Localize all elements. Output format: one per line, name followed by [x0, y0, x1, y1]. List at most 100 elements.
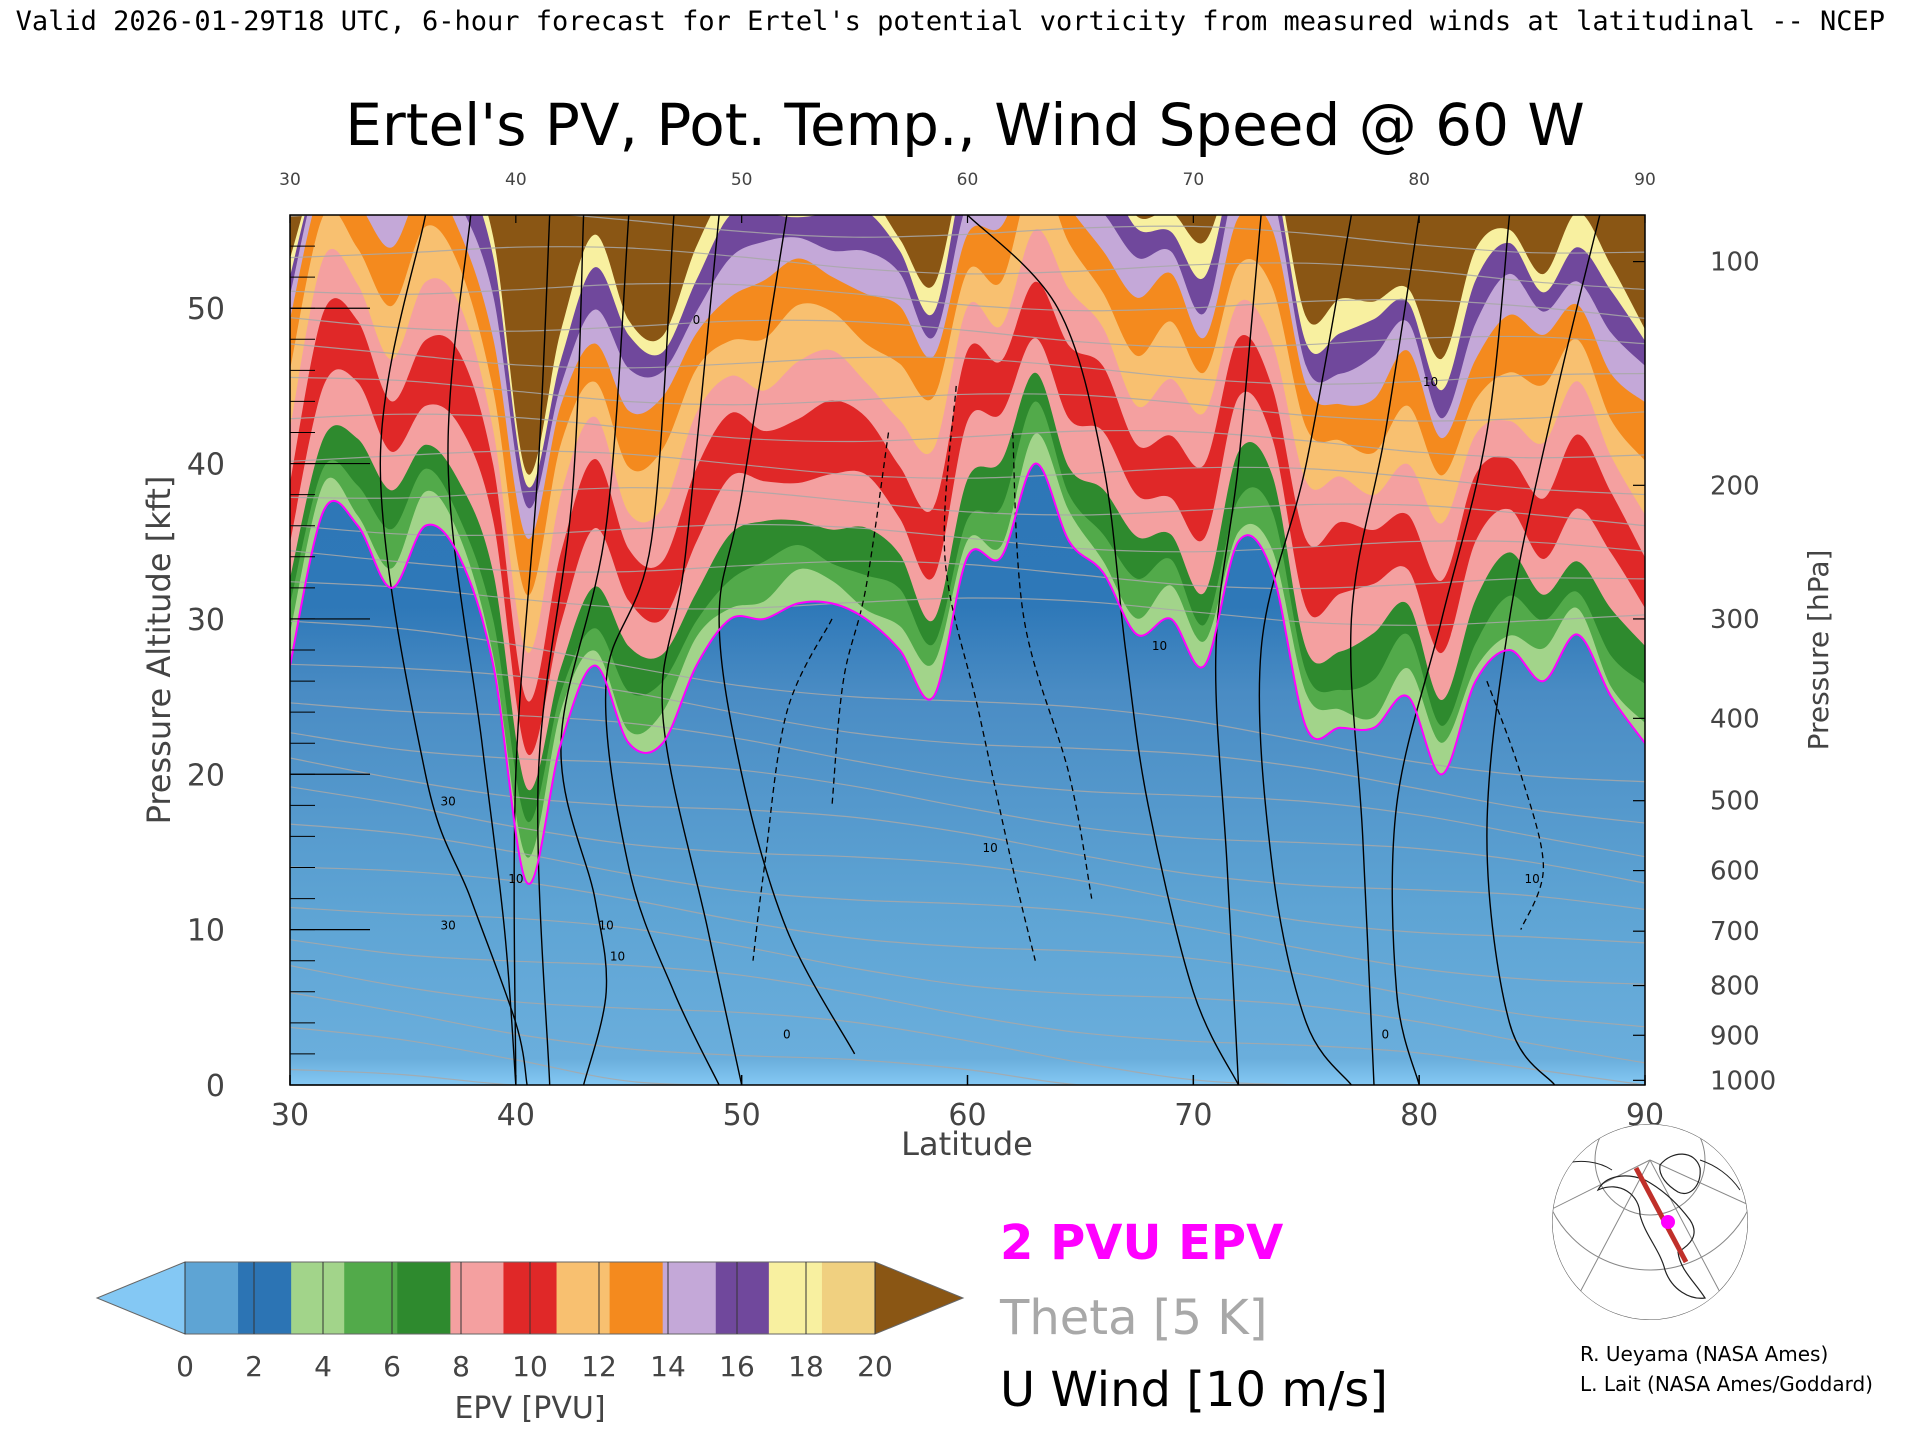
- colorbar-segment: [556, 1262, 611, 1334]
- section-path-line: [1633, 1166, 1689, 1264]
- theta-line: [290, 939, 1645, 1085]
- wind-contour-negative: [1486, 680, 1545, 930]
- wind-contour-negative: [752, 618, 833, 961]
- contour-label: 10: [982, 841, 997, 855]
- legend-two-pvu: 2 PVU EPV: [1000, 1215, 1284, 1271]
- contour-label: 10: [610, 950, 625, 964]
- colorbar-tick-label: 20: [857, 1350, 893, 1383]
- colorbar-tick-label: 0: [176, 1350, 194, 1383]
- contour-label: 10: [1152, 639, 1167, 653]
- colorbar-tick-label: 8: [452, 1350, 470, 1383]
- plot-area: 0 10 30 10 30 10 0 10 10 0 10 10: [290, 215, 1645, 1085]
- pressure-axis-label: Pressure [hPa]: [1802, 550, 1835, 751]
- section-midpoint-marker: [1661, 1215, 1675, 1229]
- theta-line: [290, 965, 1645, 1085]
- top-tick-label: 90: [1634, 170, 1656, 190]
- wind-contour-negative: [831, 432, 890, 806]
- theta-line: [290, 450, 1645, 496]
- colorbar-tick-label: 14: [650, 1350, 686, 1383]
- wind-contour: [661, 215, 743, 1085]
- contour-labels: 0 10 30 10 30 10 0 10 10 0 10 10: [440, 313, 1539, 1042]
- legend-u-wind: U Wind [10 m/s]: [1000, 1362, 1389, 1418]
- colorbar-segment: [397, 1262, 451, 1334]
- theta-line: [290, 866, 1645, 1028]
- colorbar-label: EPV [PVU]: [454, 1391, 605, 1426]
- theta-line: [290, 246, 1645, 291]
- inset-locator-map: [1545, 1124, 1748, 1320]
- pressure-tick-label: 100: [1710, 248, 1760, 278]
- colorbar-under-arrow: [95, 1261, 186, 1335]
- credit-author-2: L. Lait (NASA Ames/Goddard): [1580, 1372, 1873, 1396]
- x-tick-label: 50: [723, 1098, 761, 1133]
- pressure-tick-label: 800: [1710, 972, 1760, 1002]
- theta-line: [290, 215, 1645, 254]
- top-tick-label: 50: [731, 170, 753, 190]
- wind-contour: [1258, 215, 1353, 1085]
- epv-bands: [290, 215, 1645, 884]
- colorbar-tick-label: 10: [512, 1350, 548, 1383]
- theta-line: [290, 823, 1645, 985]
- contour-label: 10: [599, 919, 614, 933]
- top-tick-label: 70: [1183, 170, 1205, 190]
- contour-label: 10: [1423, 375, 1438, 389]
- x-tick-label: 40: [497, 1098, 535, 1133]
- axes: 30 40 50 60 70 80 90 30 40 50 60 70 80 900 10 20 30 40 50 1…: [187, 170, 1776, 1133]
- theta-line: [290, 550, 1645, 590]
- x-tick-label: 60: [948, 1098, 986, 1133]
- theta-line: [290, 581, 1645, 626]
- colorbar-tick-label: 18: [788, 1350, 824, 1383]
- y-tick-label: 0: [206, 1069, 225, 1104]
- y-tick-label: 30: [187, 603, 225, 638]
- pressure-tick-label: 300: [1710, 605, 1760, 635]
- pressure-tick-label: 400: [1710, 704, 1760, 734]
- colorbar-segment: [450, 1262, 505, 1334]
- wind-contour: [1391, 215, 1511, 1085]
- contour-label: 30: [440, 919, 455, 933]
- two-pvu-contour: [290, 462, 1645, 885]
- chart-title: Ertel's PV, Pot. Temp., Wind Speed @ 60 …: [345, 91, 1585, 159]
- credit-author-1: R. Ueyama (NASA Ames): [1580, 1342, 1829, 1366]
- pressure-tick-label: 1000: [1710, 1066, 1776, 1096]
- x-tick-label: 80: [1400, 1098, 1438, 1133]
- colorbar-segment: [609, 1262, 664, 1334]
- theta-line: [290, 906, 1645, 1064]
- map-latitude-circle: [1594, 1124, 1706, 1216]
- wind-contour: [537, 215, 585, 1085]
- wind-contour: [1349, 215, 1420, 1085]
- theta-line: [290, 343, 1645, 385]
- valid-time-header: Valid 2026-01-29T18 UTC, 6-hour forecast…: [16, 6, 1885, 37]
- epv-colorbar: 0 2 4 6 8 10 12 14 16 18 20: [95, 1261, 965, 1383]
- contour-label: 10: [508, 872, 523, 886]
- colorbar-segment: [715, 1262, 770, 1334]
- y-tick-label: 20: [187, 758, 225, 793]
- top-tick-label: 60: [957, 170, 979, 190]
- theta-line: [290, 376, 1645, 422]
- pressure-tick-label: 200: [1710, 471, 1760, 501]
- colorbar-segment: [185, 1262, 239, 1334]
- colorbar-over-arrow: [874, 1261, 965, 1335]
- theta-line: [290, 523, 1645, 553]
- wind-contour: [604, 215, 720, 1085]
- theta-line: [290, 317, 1645, 349]
- wind-contour: [1214, 215, 1262, 1085]
- top-tick-label: 80: [1408, 170, 1430, 190]
- colorbar-segment: [238, 1262, 292, 1334]
- pressure-tick-label: 500: [1710, 787, 1760, 817]
- theta-line: [290, 620, 1645, 783]
- wind-contour: [1486, 215, 1601, 1085]
- contour-label: 10: [1524, 872, 1539, 886]
- y-axis-label: Pressure Altitude [kft]: [140, 476, 178, 825]
- legend-theta: Theta [5 K]: [1000, 1290, 1268, 1346]
- colorbar-tick-label: 2: [245, 1350, 263, 1383]
- y-tick-label: 50: [187, 292, 225, 327]
- colorbar-tick-label: 16: [719, 1350, 755, 1383]
- x-axis-label: Latitude: [901, 1125, 1033, 1163]
- colorbar-tick-label: 12: [581, 1350, 617, 1383]
- pressure-tick-label: 600: [1710, 857, 1760, 887]
- colorbar-segment: [291, 1262, 345, 1334]
- wind-contour: [513, 215, 551, 1085]
- contour-label: 0: [693, 313, 701, 327]
- u-wind-contours: [379, 215, 1601, 1085]
- theta-line: [290, 282, 1645, 319]
